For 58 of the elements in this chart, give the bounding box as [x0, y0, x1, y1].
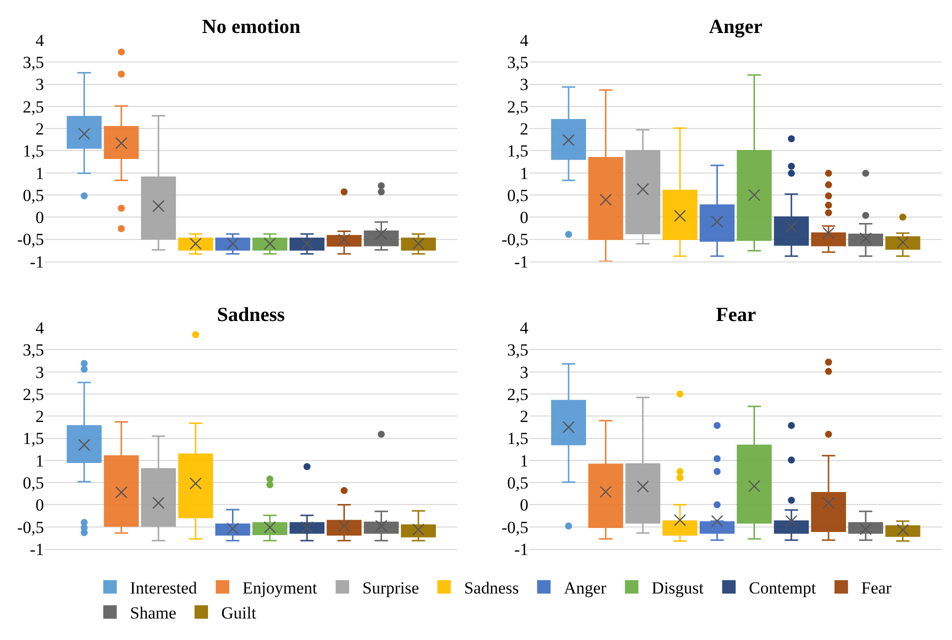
- y-tick-label: -1: [30, 252, 44, 272]
- y-tick-label: 4: [36, 318, 44, 338]
- y-tick-label: 2: [36, 407, 44, 426]
- y-tick-label: 3,5: [507, 53, 528, 72]
- y-tick-label: 2,5: [22, 97, 44, 116]
- y-tick-label: 4: [520, 318, 529, 338]
- y-tick-label: 4: [520, 30, 529, 50]
- legend-label: Anger: [564, 578, 607, 598]
- y-tick-label: -0,5: [501, 230, 528, 250]
- y-tick-label: 0,5: [507, 186, 528, 205]
- y-tick-label: -0,5: [501, 518, 528, 537]
- y-tick-label: 0: [520, 496, 528, 515]
- y-tick-label: 0: [520, 208, 528, 228]
- legend-label: Guilt: [221, 604, 257, 623]
- legend-label: Interested: [130, 578, 198, 598]
- y-tick-label: 1: [36, 451, 44, 470]
- y-tick-label: 2: [520, 407, 528, 426]
- legend-label: Contempt: [748, 578, 816, 598]
- y-tick-label: 1: [520, 164, 528, 183]
- y-tick-label: 3,5: [507, 340, 528, 360]
- y-tick-label: 2,5: [22, 384, 44, 404]
- y-tick-label: -1: [30, 540, 44, 559]
- y-tick-label: 0,5: [507, 474, 528, 493]
- y-tick-label: 0: [36, 496, 44, 515]
- y-tick-label: 2,5: [507, 97, 528, 116]
- y-tick-label: 1,5: [22, 429, 44, 448]
- y-tick-label: -1: [514, 540, 528, 559]
- y-tick-label: 4: [36, 30, 44, 50]
- legend-label: Disgust: [652, 578, 704, 598]
- y-tick-label: 2,5: [507, 384, 528, 404]
- legend-label: Fear: [861, 578, 892, 598]
- y-tick-label: -0,5: [17, 518, 44, 537]
- y-tick-label: 1: [36, 164, 44, 183]
- legend-label: Shame: [130, 604, 176, 623]
- y-tick-label: 1: [520, 451, 528, 470]
- y-tick-label: 3: [520, 75, 528, 94]
- chart-title: Anger: [709, 16, 762, 38]
- y-tick-label: 3: [36, 362, 44, 382]
- y-tick-label: 3,5: [22, 340, 44, 360]
- chart-title: No emotion: [202, 16, 300, 38]
- y-tick-label: 1,5: [22, 142, 44, 161]
- y-tick-label: 3: [520, 362, 528, 382]
- y-tick-label: 0,5: [22, 474, 44, 493]
- legend-label: Enjoyment: [242, 578, 318, 598]
- legend-label: Sadness: [464, 578, 519, 598]
- y-tick-label: 2: [36, 120, 44, 139]
- chart-title: Sadness: [217, 304, 286, 326]
- y-tick-label: 2: [520, 120, 528, 139]
- y-tick-label: -1: [514, 252, 528, 272]
- y-tick-label: 1,5: [507, 429, 528, 448]
- y-tick-label: 0,5: [22, 186, 44, 205]
- y-tick-label: 0: [36, 208, 44, 228]
- y-tick-label: -0,5: [17, 230, 44, 250]
- y-tick-label: 1,5: [507, 142, 528, 161]
- y-tick-label: 3,5: [22, 53, 44, 72]
- chart-title: Fear: [716, 304, 756, 326]
- legend-label: Surprise: [362, 578, 420, 598]
- y-tick-label: 3: [36, 75, 44, 94]
